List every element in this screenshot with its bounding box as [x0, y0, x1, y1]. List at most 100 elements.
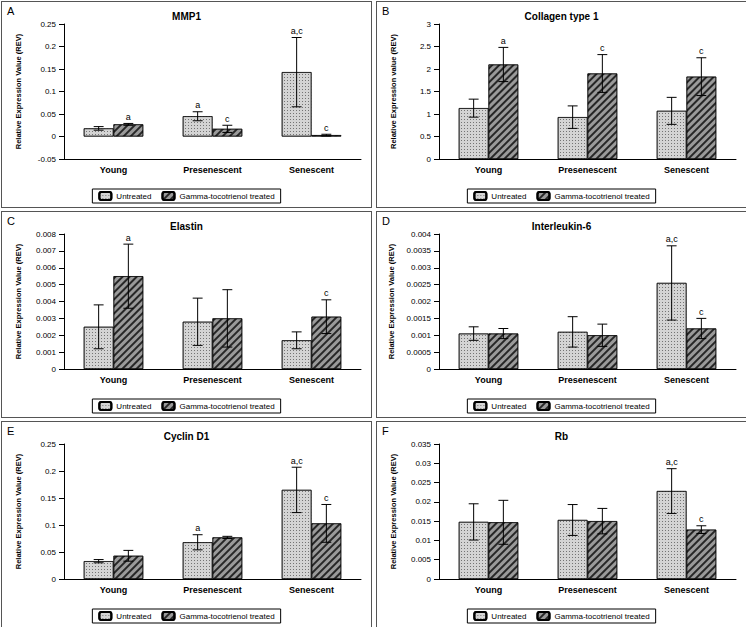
svg-text:Interleukin-6: Interleukin-6 [532, 221, 592, 232]
svg-text:a: a [126, 112, 131, 122]
svg-text:Young: Young [475, 165, 502, 175]
svg-text:Untreated: Untreated [116, 192, 151, 201]
svg-text:0.2: 0.2 [45, 42, 57, 51]
svg-text:0.1: 0.1 [45, 87, 57, 96]
svg-text:c: c [324, 123, 329, 133]
svg-text:MMP1: MMP1 [172, 11, 201, 22]
svg-text:0.25: 0.25 [40, 20, 56, 29]
svg-text:0.008: 0.008 [36, 230, 57, 239]
svg-text:Gamma-tocotrienol treated: Gamma-tocotrienol treated [179, 192, 274, 201]
svg-text:0.025: 0.025 [411, 478, 432, 487]
svg-text:Young: Young [100, 165, 127, 175]
svg-text:Untreated: Untreated [116, 612, 151, 621]
svg-text:0.01: 0.01 [415, 536, 431, 545]
svg-text:c: c [324, 493, 329, 503]
svg-text:0.0035: 0.0035 [407, 246, 432, 255]
svg-text:2: 2 [427, 65, 432, 74]
svg-text:Relative Expression value (REV: Relative Expression value (REV) [389, 33, 398, 149]
svg-text:0.0005: 0.0005 [407, 348, 432, 357]
svg-text:E: E [7, 425, 14, 437]
svg-text:Untreated: Untreated [491, 612, 526, 621]
svg-text:Gamma-tocotrienol treated: Gamma-tocotrienol treated [179, 402, 274, 411]
svg-text:Young: Young [100, 585, 127, 595]
svg-text:0.03: 0.03 [415, 459, 431, 468]
svg-text:a: a [126, 233, 131, 243]
svg-text:Presenescent: Presenescent [183, 375, 242, 385]
svg-text:c: c [699, 46, 704, 56]
svg-text:a,c: a,c [666, 457, 679, 467]
svg-text:Young: Young [475, 375, 502, 385]
svg-text:2.5: 2.5 [420, 42, 432, 51]
svg-text:0.001: 0.001 [411, 331, 432, 340]
svg-text:Presenescent: Presenescent [558, 585, 617, 595]
svg-text:D: D [382, 215, 390, 227]
svg-text:Presenescent: Presenescent [558, 375, 617, 385]
svg-text:0.2: 0.2 [45, 467, 57, 476]
svg-text:Gamma-tocotrienol treated: Gamma-tocotrienol treated [554, 402, 649, 411]
svg-text:0: 0 [52, 132, 57, 141]
svg-text:0: 0 [427, 575, 432, 584]
svg-text:0.005: 0.005 [411, 555, 432, 564]
svg-text:A: A [7, 5, 15, 17]
svg-text:0.15: 0.15 [40, 65, 56, 74]
svg-text:0.02: 0.02 [415, 497, 431, 506]
svg-text:a,c: a,c [666, 234, 679, 244]
svg-text:Presenescent: Presenescent [558, 165, 617, 175]
svg-text:Elastin: Elastin [170, 221, 203, 232]
svg-text:0.15: 0.15 [40, 494, 56, 503]
svg-text:0: 0 [427, 155, 432, 164]
svg-text:c: c [225, 114, 230, 124]
svg-text:0.007: 0.007 [36, 246, 57, 255]
svg-text:c: c [324, 288, 329, 298]
svg-text:0.001: 0.001 [36, 348, 57, 357]
svg-text:Gamma-tocotrienol treated: Gamma-tocotrienol treated [554, 192, 649, 201]
svg-text:0.002: 0.002 [411, 297, 432, 306]
svg-text:Relative Expression Value (REV: Relative Expression Value (REV) [387, 243, 396, 359]
svg-text:c: c [699, 307, 704, 317]
svg-text:F: F [382, 425, 389, 437]
svg-text:0: 0 [52, 365, 57, 374]
svg-text:0.015: 0.015 [411, 517, 432, 526]
svg-text:Relative Expression Value (REV: Relative Expression Value (REV) [14, 243, 23, 359]
svg-text:1.5: 1.5 [420, 87, 432, 96]
svg-text:0: 0 [427, 365, 432, 374]
svg-text:Untreated: Untreated [491, 402, 526, 411]
svg-text:0.05: 0.05 [40, 110, 56, 119]
svg-text:Gamma-tocotrienol treated: Gamma-tocotrienol treated [554, 612, 649, 621]
svg-text:Relative Expression Value (REV: Relative Expression Value (REV) [389, 453, 398, 569]
svg-text:0.0025: 0.0025 [407, 280, 432, 289]
svg-text:Rb: Rb [555, 431, 568, 442]
svg-text:C: C [7, 215, 15, 227]
svg-text:B: B [382, 5, 389, 17]
svg-text:1: 1 [427, 110, 432, 119]
svg-text:-0.05: -0.05 [38, 155, 57, 164]
svg-text:Senescent: Senescent [664, 585, 709, 595]
svg-text:Young: Young [475, 585, 502, 595]
svg-text:0.05: 0.05 [40, 548, 56, 557]
svg-text:c: c [600, 43, 605, 53]
svg-text:Senescent: Senescent [289, 585, 334, 595]
svg-text:0.002: 0.002 [36, 331, 57, 340]
svg-text:a: a [195, 100, 200, 110]
svg-text:Young: Young [100, 375, 127, 385]
svg-text:c: c [699, 514, 704, 524]
svg-text:Relative Expression Value (REV: Relative Expression Value (REV) [14, 453, 23, 569]
svg-text:Senescent: Senescent [289, 375, 334, 385]
svg-text:0.006: 0.006 [36, 263, 57, 272]
svg-text:0.0015: 0.0015 [407, 314, 432, 323]
svg-text:0.035: 0.035 [411, 440, 432, 449]
svg-text:0.5: 0.5 [420, 132, 432, 141]
svg-text:Collagen type 1: Collagen type 1 [525, 11, 599, 22]
svg-text:Senescent: Senescent [664, 375, 709, 385]
svg-text:Untreated: Untreated [116, 402, 151, 411]
svg-text:0: 0 [52, 575, 57, 584]
svg-text:0.25: 0.25 [40, 440, 56, 449]
svg-text:Senescent: Senescent [289, 165, 334, 175]
svg-text:Senescent: Senescent [664, 165, 709, 175]
svg-text:Presenescent: Presenescent [183, 165, 242, 175]
svg-text:Untreated: Untreated [491, 192, 526, 201]
svg-text:Presenescent: Presenescent [183, 585, 242, 595]
svg-text:0.004: 0.004 [36, 297, 57, 306]
svg-text:Gamma-tocotrienol treated: Gamma-tocotrienol treated [179, 612, 274, 621]
svg-text:a: a [195, 523, 200, 533]
